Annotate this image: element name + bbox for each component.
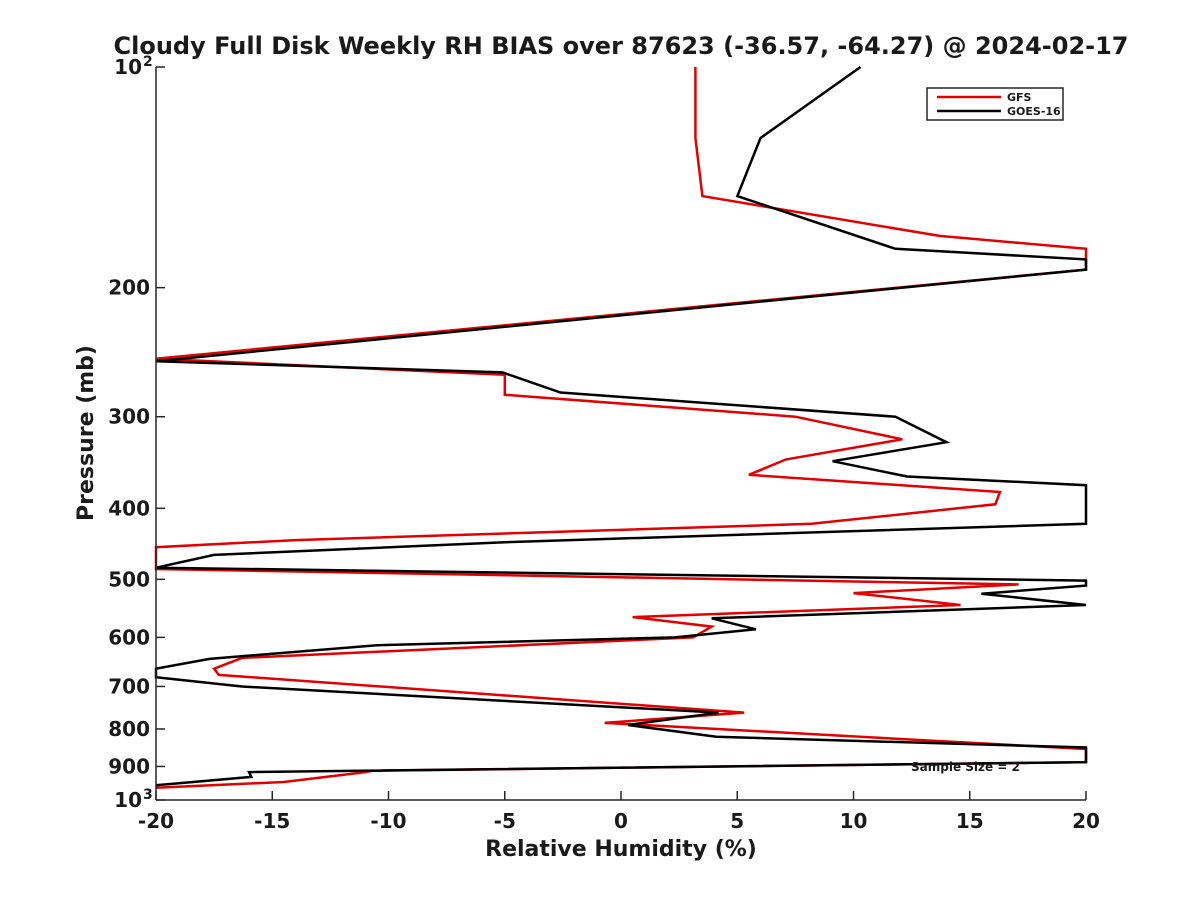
x-tick-label: -5 xyxy=(494,809,516,833)
x-axis-title: Relative Humidity (%) xyxy=(485,837,757,862)
y-tick-exponent: 2 xyxy=(143,54,153,70)
y-tick-label: 200 xyxy=(108,276,150,300)
y-tick-label: 10 xyxy=(114,55,142,79)
y-tick-label: 400 xyxy=(108,496,150,520)
legend-label-gfs: GFS xyxy=(1007,91,1032,104)
x-tick-label: 0 xyxy=(614,809,628,833)
x-tick-label: 5 xyxy=(730,809,744,833)
legend-label-goes16: GOES-16 xyxy=(1007,105,1061,118)
legend-box xyxy=(926,87,1064,121)
x-tick-label: 20 xyxy=(1072,809,1100,833)
y-tick-label: 900 xyxy=(108,754,150,778)
y-tick-label: 10 xyxy=(114,788,142,812)
y-tick-exponent: 3 xyxy=(143,787,153,803)
legend: GFS GOES-16 xyxy=(926,87,1064,121)
x-tick-label: -15 xyxy=(254,809,290,833)
y-tick-label: 300 xyxy=(108,405,150,429)
x-ticks: -20 -15 -10 -5 0 5 10 15 20 xyxy=(138,791,1100,833)
x-tick-label: 15 xyxy=(956,809,984,833)
x-tick-label: -20 xyxy=(138,809,174,833)
y-tick-label: 500 xyxy=(108,567,150,591)
series-line-goes16 xyxy=(154,65,1088,787)
x-tick-label: -10 xyxy=(370,809,406,833)
y-tick-label: 800 xyxy=(108,717,150,741)
chart-title: Cloudy Full Disk Weekly RH BIAS over 876… xyxy=(114,32,1129,60)
sample-size-annotation: Sample Size = 2 xyxy=(911,760,1020,774)
y-tick-label: 700 xyxy=(108,674,150,698)
y-axis-title: Pressure (mb) xyxy=(74,345,99,521)
x-tick-label: 10 xyxy=(840,809,868,833)
y-tick-label: 600 xyxy=(108,625,150,649)
